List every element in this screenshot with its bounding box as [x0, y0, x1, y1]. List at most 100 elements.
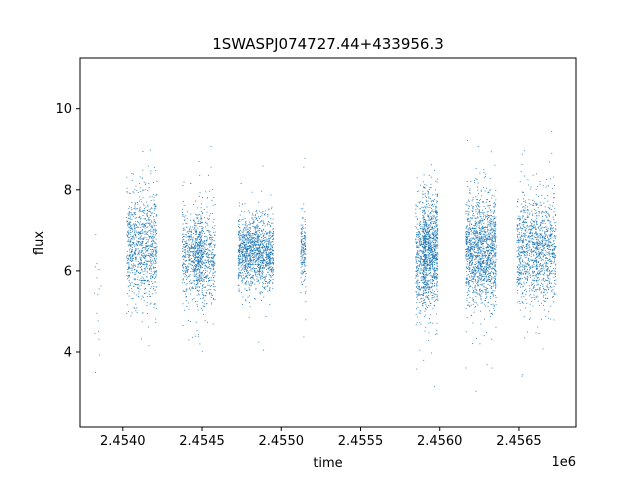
data-point	[417, 287, 419, 289]
data-point	[140, 250, 142, 252]
data-point	[256, 254, 258, 256]
data-point	[241, 252, 243, 254]
data-point	[190, 229, 192, 231]
data-point	[205, 252, 207, 254]
data-point	[473, 212, 475, 214]
data-point	[260, 257, 262, 259]
data-point	[245, 220, 247, 222]
data-point	[247, 277, 249, 279]
data-point	[213, 286, 215, 288]
data-point	[416, 308, 417, 310]
data-point	[301, 270, 303, 272]
data-point	[242, 274, 244, 276]
data-point	[261, 255, 263, 257]
data-point	[151, 249, 153, 251]
data-point	[250, 280, 252, 282]
data-point	[192, 237, 194, 239]
data-point	[491, 247, 493, 249]
data-point	[422, 209, 424, 211]
data-point	[435, 210, 437, 212]
data-point	[437, 244, 439, 246]
data-point	[268, 232, 270, 234]
data-point	[244, 283, 246, 285]
data-point	[142, 211, 144, 213]
data-point	[422, 237, 424, 239]
data-point	[434, 257, 436, 258]
data-point	[263, 277, 265, 278]
data-point	[271, 257, 273, 259]
data-point	[254, 217, 256, 219]
data-point	[427, 247, 429, 249]
data-point	[202, 256, 204, 258]
data-point	[128, 232, 130, 234]
data-point	[140, 233, 142, 234]
data-point	[471, 252, 473, 254]
data-point	[425, 220, 427, 221]
data-point	[247, 237, 248, 239]
data-point	[155, 286, 157, 288]
data-point	[132, 224, 134, 226]
data-point	[201, 290, 203, 292]
data-point	[428, 228, 429, 230]
data-point	[423, 292, 425, 294]
data-point	[254, 237, 256, 239]
data-point	[152, 283, 154, 284]
data-point	[241, 257, 243, 259]
data-point	[193, 203, 194, 205]
data-point	[243, 267, 245, 269]
data-point	[269, 260, 271, 262]
data-point	[202, 275, 204, 277]
data-point	[212, 261, 214, 263]
data-point	[433, 269, 435, 271]
data-point	[417, 239, 419, 241]
data-point	[303, 166, 305, 168]
data-point	[156, 214, 158, 216]
data-point	[188, 235, 190, 237]
data-point	[265, 251, 267, 253]
data-point	[419, 222, 421, 224]
data-point	[238, 257, 240, 259]
data-point	[198, 279, 200, 280]
data-point	[194, 250, 196, 252]
data-point	[426, 270, 428, 271]
data-point	[196, 269, 198, 271]
data-point	[432, 275, 433, 277]
data-point	[203, 314, 205, 316]
data-point	[139, 272, 141, 274]
data-point	[144, 269, 146, 271]
data-point	[430, 260, 432, 262]
data-point	[246, 248, 248, 250]
data-point	[423, 271, 425, 272]
data-point	[247, 245, 249, 247]
data-point	[189, 256, 190, 258]
data-point	[301, 229, 303, 231]
data-point	[434, 294, 436, 295]
data-point	[301, 258, 303, 260]
data-point	[238, 269, 240, 271]
data-point	[477, 212, 479, 214]
data-point	[248, 239, 250, 241]
data-point	[202, 256, 204, 258]
data-point	[198, 235, 200, 237]
data-point	[258, 282, 260, 284]
data-point	[138, 216, 140, 218]
data-point	[196, 238, 198, 240]
data-point	[420, 259, 422, 261]
data-point	[212, 212, 214, 214]
data-point	[153, 220, 155, 222]
data-point	[131, 251, 132, 253]
data-point	[270, 252, 272, 253]
data-point	[136, 312, 138, 314]
data-point	[430, 281, 432, 283]
data-point	[238, 245, 240, 247]
data-point	[264, 230, 266, 232]
data-point	[252, 277, 254, 278]
data-point	[149, 245, 151, 246]
data-point	[260, 233, 262, 235]
data-point	[243, 229, 245, 231]
data-point	[140, 264, 141, 266]
data-point	[190, 236, 192, 238]
data-point	[141, 226, 143, 228]
data-point	[272, 234, 274, 236]
data-point	[209, 244, 211, 246]
